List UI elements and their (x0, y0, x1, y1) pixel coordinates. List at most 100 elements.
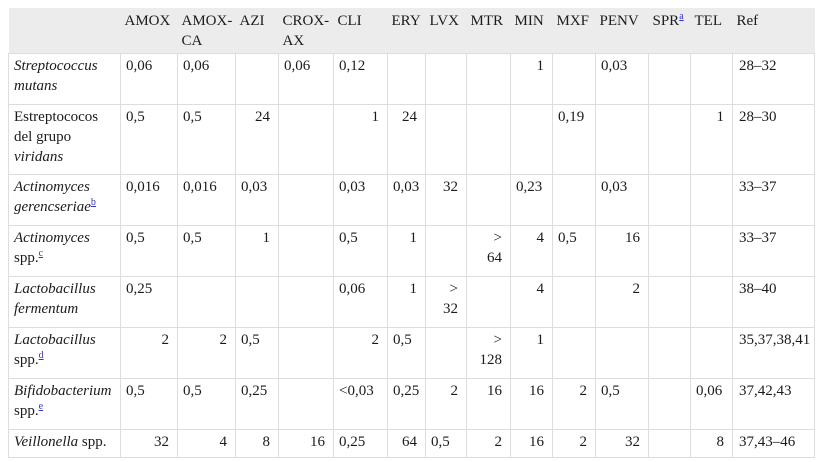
mic-value-cell: 0,06 (690, 378, 733, 430)
table-row: Veillonella spp. 32 4 8 16 0,25 64 0,5 2 16 2 32 8 37… (8, 429, 815, 458)
species-cell: Actinomyces gerencseriaeb (8, 174, 121, 226)
mic-value-cell (648, 327, 691, 379)
table-row: Lactobacillus spp.d 2 2 0,5 2 0,5 > 128 1 35,37,… (8, 327, 815, 379)
ref-cell: 28–32 (732, 53, 815, 105)
mic-value-cell (466, 53, 511, 105)
species-name-text: spp. (14, 402, 39, 419)
mic-value-cell (278, 327, 334, 379)
footnote-link-a[interactable]: a (679, 11, 684, 22)
mic-value-cell (690, 327, 733, 379)
ref-cell: 33–37 (732, 174, 815, 226)
species-name-italic: Veillonella (14, 434, 79, 450)
mic-value-cell: > 128 (466, 327, 511, 379)
mic-value-cell: 1 (387, 225, 426, 277)
table-row: Bifidobacterium spp.e 0,5 0,5 0,25 <0,03 0,25… (8, 378, 815, 430)
mic-value-cell: 2 (595, 276, 649, 328)
col-header-min: MIN (510, 8, 553, 54)
mic-value-cell (278, 276, 334, 328)
mic-value-cell: 0,06 (333, 276, 388, 328)
col-header-lvx: LVX (425, 8, 467, 54)
mic-value-cell (425, 53, 467, 105)
ref-cell: 38–40 (732, 276, 815, 328)
table-body: Streptococcus mutans 0,06 0,06 0,06 0,12 1 0,0… (8, 53, 815, 458)
footnote-link-e[interactable]: e (38, 400, 44, 412)
species-name-italic: Bifidobacterium (14, 383, 112, 399)
col-header-label: TEL (694, 13, 723, 29)
mic-value-cell (648, 429, 691, 458)
mic-value-cell: 32 (120, 429, 178, 458)
col-header-label: MTR (470, 13, 504, 29)
col-header-amox: AMOX (120, 8, 178, 54)
mic-value-cell: 0,5 (387, 327, 426, 379)
table-row: Lactobacillus fermentum 0,25 0,06 1 > 32 4 2 38… (8, 276, 815, 328)
mic-value-cell (278, 104, 334, 175)
mic-value-cell: 0,25 (387, 378, 426, 430)
mic-value-cell: 2 (177, 327, 236, 379)
species-cell: Bifidobacterium spp.e (8, 378, 121, 430)
mic-value-cell: 8 (235, 429, 279, 458)
mic-value-cell: > 64 (466, 225, 511, 277)
col-header-label: CLI (337, 13, 362, 29)
table-row: Streptococcus mutans 0,06 0,06 0,06 0,12 1 0,0… (8, 53, 815, 105)
species-cell: Veillonella spp. (8, 429, 121, 458)
mic-value-cell (425, 225, 467, 277)
mic-value-cell (690, 174, 733, 226)
mic-value-cell (278, 378, 334, 430)
mic-value-cell: 16 (278, 429, 334, 458)
species-name-text: spp. (14, 249, 39, 266)
mic-value-cell: 0,06 (278, 53, 334, 105)
mic-value-cell: 1 (510, 53, 553, 105)
mic-value-cell (510, 104, 553, 175)
mic-value-cell: 0,5 (120, 225, 178, 277)
footnote-link-d[interactable]: d (38, 349, 44, 361)
mic-value-cell: 0,03 (595, 174, 649, 226)
species-name-italic: Actinomyces (14, 230, 90, 246)
mic-value-cell: 0,25 (120, 276, 178, 328)
col-header-label: AMOX (124, 13, 171, 29)
col-header-label: AZI (239, 13, 265, 29)
mic-value-cell: 4 (177, 429, 236, 458)
col-header-label: AMOX-CA (181, 13, 233, 49)
mic-value-cell: 0,19 (552, 104, 596, 175)
ref-cell: 37,42,43 (732, 378, 815, 430)
mic-value-cell: 0,25 (235, 378, 279, 430)
mic-value-cell: 0,03 (235, 174, 279, 226)
mic-value-cell: 0,5 (595, 378, 649, 430)
footnote-link-b[interactable]: b (90, 196, 96, 208)
mic-value-cell: 2 (466, 429, 511, 458)
mic-value-cell: 16 (510, 378, 553, 430)
col-header-label: CROX-AX (282, 13, 330, 49)
col-header-label: MIN (514, 13, 544, 29)
species-name-text: spp. (14, 351, 39, 368)
mic-value-cell: 32 (425, 174, 467, 226)
mic-value-cell (648, 53, 691, 105)
mic-value-cell (690, 53, 733, 105)
mic-value-cell (466, 104, 511, 175)
mic-value-cell (466, 276, 511, 328)
mic-value-cell: 0,06 (120, 53, 178, 105)
mic-value-cell: 2 (552, 429, 596, 458)
ref-cell: 33–37 (732, 225, 815, 277)
mic-value-cell: 0,03 (333, 174, 388, 226)
ref-cell: 35,37,38,41 (732, 327, 815, 379)
mic-value-cell: 16 (595, 225, 649, 277)
mic-value-cell: 0,016 (120, 174, 178, 226)
mic-value-cell: 0,5 (552, 225, 596, 277)
mic-value-cell: 0,016 (177, 174, 236, 226)
mic-value-cell: 0,25 (333, 429, 388, 458)
col-header-spr: SPRa (648, 8, 691, 54)
col-header-label: Ref (736, 13, 759, 29)
mic-value-cell (278, 225, 334, 277)
mic-value-cell: 1 (387, 276, 426, 328)
mic-value-cell (690, 276, 733, 328)
species-name-italic: Lactobacillus fermentum (14, 281, 96, 317)
mic-value-cell: > 32 (425, 276, 467, 328)
mic-value-cell (648, 276, 691, 328)
footnote-link-c[interactable]: c (38, 247, 44, 259)
table-row: Actinomyces spp.c 0,5 0,5 1 0,5 1 > 64 4 0,5 16 33… (8, 225, 815, 277)
mic-value-cell: 16 (466, 378, 511, 430)
species-name-text: Estreptococos del grupo (14, 109, 99, 145)
col-header-cli: CLI (333, 8, 388, 54)
footnote-sup: e (39, 401, 43, 412)
